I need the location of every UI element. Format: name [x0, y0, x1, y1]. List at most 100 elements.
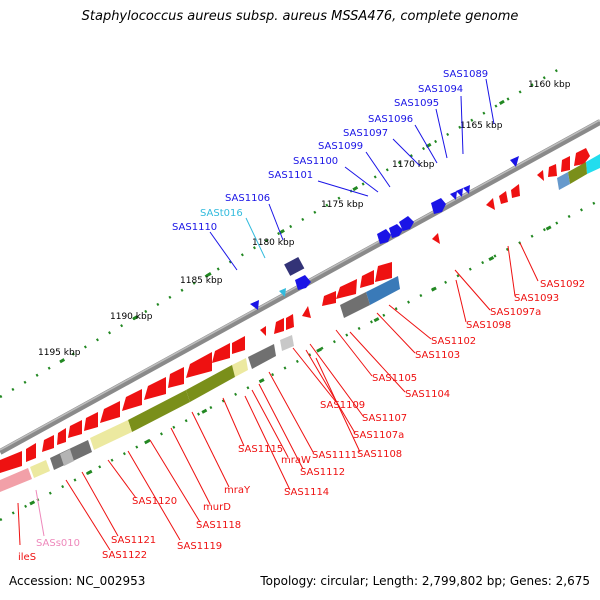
- label-mraw[interactable]: mraW: [281, 455, 311, 466]
- gene-sas1102[interactable]: [432, 233, 440, 244]
- band-yellow-left: [30, 460, 50, 478]
- gene-sas1120[interactable]: [68, 420, 82, 438]
- label-sas1112[interactable]: SAS1112: [300, 467, 345, 478]
- label-sas1107a[interactable]: SAS1107a: [353, 430, 404, 441]
- gene-sas1115[interactable]: [168, 367, 184, 388]
- gene-sas1114[interactable]: [212, 343, 230, 363]
- leader-sas1097: [392, 138, 421, 167]
- leader-sas1093: [507, 245, 516, 297]
- label-sas1111[interactable]: SAS1111: [312, 450, 357, 461]
- leader-sas1095: [435, 108, 448, 159]
- gene-sas1103[interactable]: [375, 262, 392, 282]
- label-sas1105[interactable]: SAS1105: [372, 373, 417, 384]
- label-sas1096[interactable]: SAS1096: [368, 114, 413, 125]
- label-sas1106[interactable]: SAS1106: [225, 193, 270, 204]
- gene-sas1093b[interactable]: [548, 164, 557, 177]
- gene-sas1107[interactable]: [322, 291, 336, 306]
- label-sast016[interactable]: SASt016: [200, 208, 243, 219]
- label-sas1100[interactable]: SAS1100: [293, 156, 338, 167]
- gene-sas1100[interactable]: [389, 224, 403, 238]
- gene-ilesb[interactable]: [26, 443, 36, 462]
- gene-sas1118[interactable]: [100, 401, 120, 423]
- leader-sas1121: [81, 471, 119, 537]
- gene-sas1121[interactable]: [57, 428, 66, 445]
- gene-sas1097a[interactable]: [537, 170, 544, 181]
- leader-sas1100: [344, 166, 379, 193]
- label-sas1093[interactable]: SAS1093: [514, 293, 559, 304]
- label-sas1102[interactable]: SAS1102: [431, 336, 476, 347]
- label-sas1103[interactable]: SAS1103: [415, 350, 460, 361]
- label-sas1104[interactable]: SAS1104: [405, 389, 450, 400]
- label-sas1115[interactable]: SAS1115: [238, 444, 283, 455]
- label-sas1095[interactable]: SAS1095: [394, 98, 439, 109]
- label-sas1118[interactable]: SAS1118: [196, 520, 241, 531]
- gene-sas1094[interactable]: [463, 185, 470, 194]
- leader-sas1104: [349, 331, 406, 393]
- gene-mray[interactable]: [144, 377, 166, 400]
- gene-sas1096[interactable]: [450, 191, 457, 200]
- leader-sas1111: [268, 371, 314, 453]
- label-sas1122[interactable]: SAS1122: [102, 550, 147, 561]
- label-sas1119[interactable]: SAS1119: [177, 541, 222, 552]
- label-sas1121[interactable]: SAS1121: [111, 535, 156, 546]
- gene-ilesa[interactable]: [0, 451, 22, 473]
- label-sas1101[interactable]: SAS1101: [268, 170, 313, 181]
- leader-sas1107: [309, 343, 364, 417]
- label-sas1107[interactable]: SAS1107: [362, 413, 407, 424]
- gene-sas1106[interactable]: [295, 275, 311, 290]
- label-sas1120[interactable]: SAS1120: [132, 496, 177, 507]
- gene-sas1110[interactable]: [250, 300, 259, 310]
- label-sas1114[interactable]: SAS1114: [284, 487, 329, 498]
- label-sas1108[interactable]: SAS1108: [357, 449, 402, 460]
- leader-sas1094: [460, 95, 464, 155]
- label-sas1097a[interactable]: SAS1097a: [490, 307, 541, 318]
- gene-sas1104[interactable]: [360, 270, 374, 288]
- label-sas1094[interactable]: SAS1094: [418, 84, 463, 95]
- kbp-label-1160: 1160 kbp: [528, 80, 571, 90]
- label-sas1099[interactable]: SAS1099: [318, 141, 363, 152]
- label-sas1092[interactable]: SAS1092: [540, 279, 585, 290]
- gene-sas1119[interactable]: [84, 412, 98, 431]
- gene-sas1098c[interactable]: [486, 198, 495, 210]
- gene-sast016[interactable]: [279, 288, 286, 297]
- gene-sas1092[interactable]: [574, 148, 590, 166]
- leader-sas1114: [244, 395, 291, 491]
- label-sas1110[interactable]: SAS1110: [172, 222, 217, 233]
- gene-sas1097[interactable]: [431, 198, 446, 214]
- label-iles[interactable]: ileS: [18, 552, 36, 563]
- label-sas1109[interactable]: SAS1109: [320, 400, 365, 411]
- band-olive-left: [128, 390, 190, 432]
- gene-murd[interactable]: [122, 389, 142, 411]
- leader-sas1089: [485, 78, 495, 125]
- leader-sas1109: [292, 347, 337, 403]
- label-mray[interactable]: mraY: [224, 485, 251, 496]
- gene-sas1105[interactable]: [336, 279, 357, 299]
- gene-sas1093[interactable]: [561, 156, 570, 172]
- gene-sas1106-domain[interactable]: [284, 256, 305, 276]
- gene-sas1108[interactable]: [286, 314, 294, 330]
- label-sass010[interactable]: SASs010: [36, 538, 80, 549]
- gene-sas1099[interactable]: [399, 216, 414, 231]
- gene-sas1112[interactable]: [232, 336, 245, 354]
- leader-sas1102: [388, 304, 432, 340]
- band-pale-yellow-left: [90, 420, 132, 450]
- gene-sas1111[interactable]: [260, 326, 266, 336]
- band-olive-mid: [186, 365, 235, 402]
- gene-sas1095[interactable]: [456, 188, 463, 197]
- gene-sas1109[interactable]: [274, 318, 284, 334]
- gene-mraw[interactable]: [186, 352, 212, 378]
- gene-sas1107a[interactable]: [302, 306, 311, 318]
- label-sas1097[interactable]: SAS1097: [343, 128, 388, 139]
- gene-sas1101[interactable]: [377, 229, 391, 244]
- label-murd[interactable]: murD: [203, 502, 231, 513]
- label-sas1098[interactable]: SAS1098: [466, 320, 511, 331]
- leader-sas1120: [107, 459, 137, 499]
- label-sas1089[interactable]: SAS1089: [443, 69, 488, 80]
- gene-sas1089[interactable]: [510, 156, 519, 167]
- gene-sas1098[interactable]: [511, 184, 520, 198]
- kbp-label-1185: 1185 kbp: [180, 276, 223, 286]
- gene-sas1122[interactable]: [42, 435, 54, 452]
- gene-sas1098b[interactable]: [499, 191, 508, 204]
